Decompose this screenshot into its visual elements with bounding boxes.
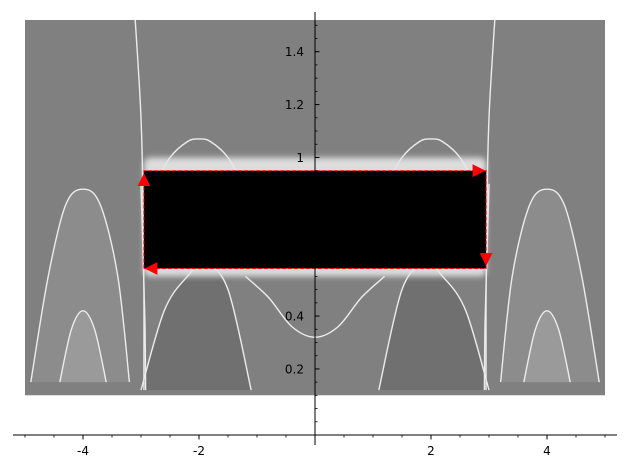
fill-lower-right-arch [378,262,489,391]
y-tick-label: 1.4 [285,45,304,59]
path-arrow-3-down [479,253,493,266]
path-arrow-1-up [137,173,151,187]
fill-outer-left-loop [30,189,130,383]
contour-line-inner-right-loop [523,310,571,383]
path-arrow-2-right [472,164,486,178]
y-tick-label: 0.2 [285,362,304,376]
x-tick-label: 2 [427,444,435,458]
y-tick-label: 1 [296,151,304,165]
contour-line-right-vertical-2 [483,183,490,391]
contour-line-left-vertical-2 [140,183,147,391]
path-arrow-4-left [144,262,158,275]
contour-line-inner-left-loop [59,310,107,383]
x-tick-label: 4 [543,444,551,458]
x-tick-label: -2 [193,444,205,458]
fill-inner-right-loop [523,310,571,383]
contour-line-outer-right-loop [499,188,600,383]
fill-inner-left-loop [59,310,107,383]
fill-outer-right-loop [500,189,600,383]
contour-line-right-vertical-1 [485,20,496,391]
y-tick-label: 1.2 [285,98,304,112]
integration-path [143,170,487,269]
axes: -4 -2 2 4 0.2 0.4 1 1.2 1.4 [13,12,617,458]
contour-line-outer-left-loop [30,188,131,383]
y-tick-label: 0.4 [285,310,304,324]
x-tick-label: -4 [77,444,89,458]
contour-line-left-vertical-1 [134,20,145,391]
fill-lower-left-arch [141,262,252,391]
